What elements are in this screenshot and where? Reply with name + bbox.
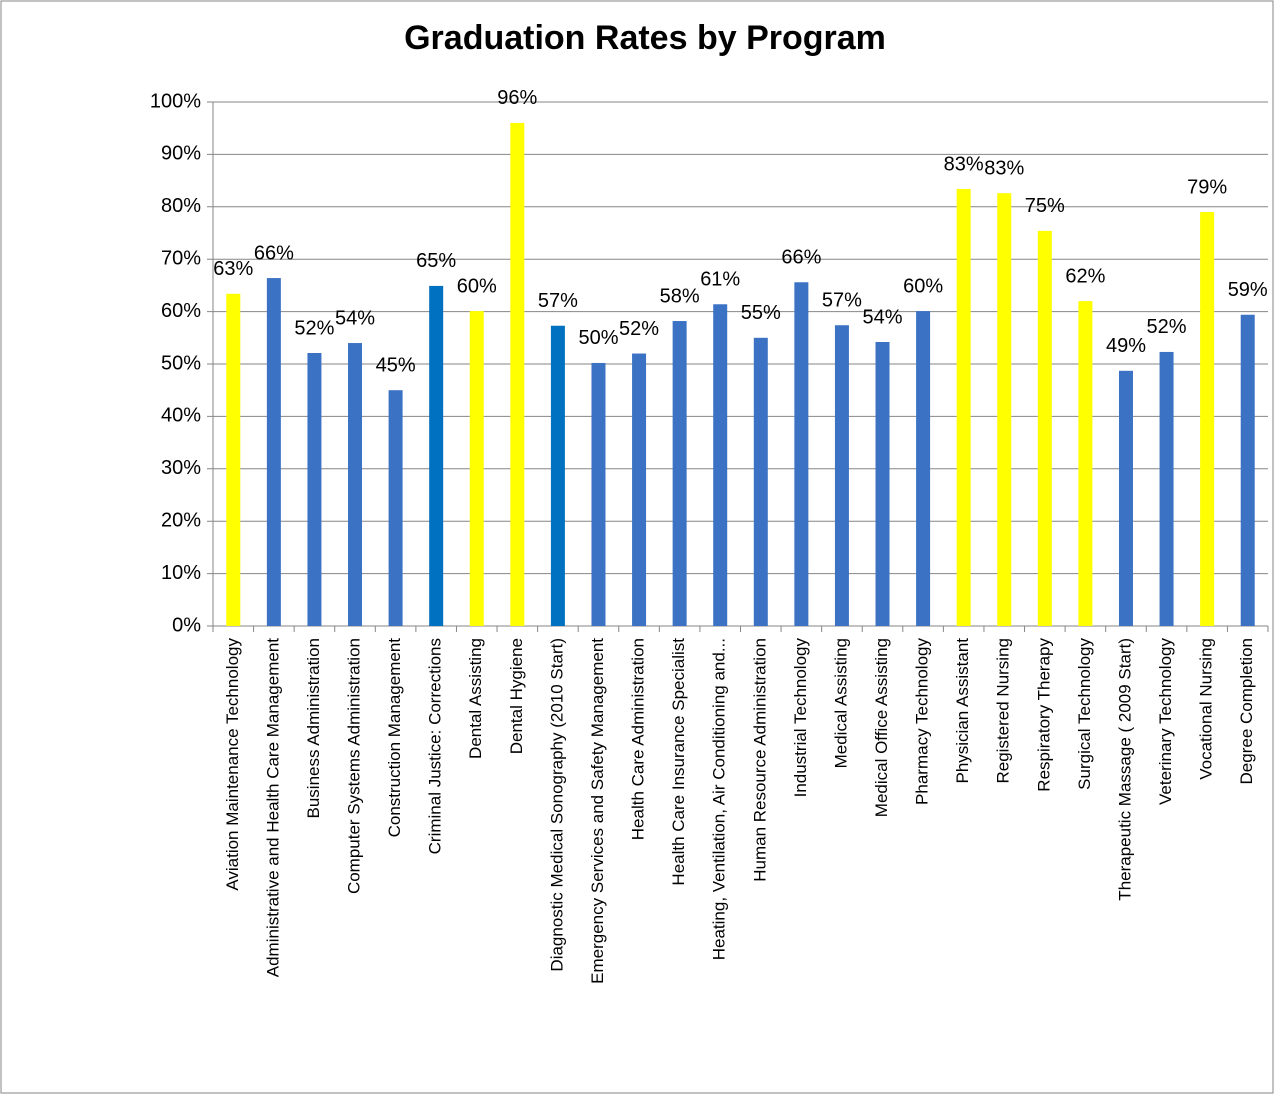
data-label: 45%: [376, 354, 416, 376]
bar: [469, 311, 484, 626]
x-tick-label: Physician Assistant: [953, 638, 972, 784]
data-label: 66%: [781, 247, 821, 269]
bar: [307, 352, 322, 626]
bar: [875, 341, 890, 626]
data-label: 59%: [1228, 279, 1268, 301]
bar: [1037, 230, 1052, 627]
y-tick-label: 40%: [161, 405, 201, 427]
data-label: 63%: [213, 258, 253, 280]
x-tick-label: Dental Hygiene: [507, 638, 526, 754]
data-label: 66%: [254, 242, 294, 264]
data-label: 52%: [1147, 316, 1187, 338]
y-tick-label: 10%: [161, 562, 201, 584]
bar: [1118, 370, 1133, 626]
data-label: 61%: [700, 269, 740, 291]
x-tick-label: Heating, Ventilation, Air Conditioning a…: [710, 638, 729, 960]
data-label: 83%: [984, 157, 1024, 179]
data-label: 62%: [1065, 265, 1105, 287]
data-label: 58%: [660, 285, 700, 307]
data-label: 54%: [335, 307, 375, 329]
x-tick-label: Aviation Maintenance Technology: [223, 638, 242, 891]
y-tick-label: 50%: [161, 352, 201, 374]
y-tick-label: 90%: [161, 143, 201, 165]
x-tick-label: Degree Completion: [1237, 638, 1256, 784]
bar: [794, 282, 809, 626]
bar: [916, 311, 931, 626]
x-tick-label: Therapeutic Massage ( 2009 Start): [1115, 638, 1134, 901]
x-tick-label: Surgical Technology: [1075, 638, 1094, 790]
x-tick-label: Vocational Nursing: [1197, 638, 1216, 780]
y-tick-label: 60%: [161, 300, 201, 322]
bar: [429, 285, 444, 626]
x-tick-label: Business Administration: [304, 638, 323, 818]
bar: [1240, 314, 1255, 626]
data-label: 83%: [944, 153, 984, 175]
data-label: 96%: [497, 87, 537, 109]
bar: [388, 390, 403, 626]
x-tick-label: Construction Management: [385, 638, 404, 838]
x-tick-label: Registered Nursing: [994, 638, 1013, 784]
x-tick-label: Computer Systems Administration: [345, 638, 364, 894]
data-label: 79%: [1187, 176, 1227, 198]
bar: [672, 321, 687, 626]
data-label: 75%: [1025, 195, 1065, 217]
bar: [1200, 212, 1215, 627]
x-tick-label: Human Resource Administration: [750, 638, 769, 882]
bar: [266, 278, 281, 626]
data-label: 50%: [578, 327, 618, 349]
bar: [1078, 301, 1093, 626]
data-label: 57%: [538, 290, 578, 312]
y-tick-label: 100%: [150, 90, 201, 112]
bar: [1159, 351, 1174, 626]
x-tick-label: Administrative and Health Care Managemen…: [263, 638, 282, 978]
x-tick-label: Health Care Insurance Specialist: [669, 638, 688, 886]
x-tick-label: Dental Assisting: [466, 638, 485, 759]
y-tick-label: 80%: [161, 195, 201, 217]
bar: [510, 122, 525, 627]
y-tick-label: 30%: [161, 457, 201, 479]
bar: [550, 325, 565, 626]
bar: [591, 362, 606, 626]
data-label: 52%: [294, 317, 334, 339]
bar: [834, 325, 849, 626]
bar: [348, 343, 363, 626]
bar: [956, 188, 971, 626]
data-label: 60%: [457, 275, 497, 297]
data-label: 52%: [619, 318, 659, 340]
data-label: 60%: [903, 275, 943, 297]
bar: [632, 353, 647, 626]
chart-title: Graduation Rates by Program: [404, 19, 886, 57]
x-tick-label: Criminal Justice: Corrections: [426, 638, 445, 854]
x-tick-label: Diagnostic Medical Sonography (2010 Star…: [547, 638, 566, 972]
bar: [997, 193, 1012, 626]
data-label: 49%: [1106, 335, 1146, 357]
data-label: 55%: [741, 302, 781, 324]
x-tick-label: Veterinary Technology: [1156, 638, 1175, 805]
data-label: 54%: [863, 306, 903, 328]
bar: [753, 337, 768, 626]
x-tick-label: Pharmacy Technology: [913, 638, 932, 805]
x-tick-label: Emergency Services and Safety Management: [588, 638, 607, 984]
x-tick-label: Medical Assisting: [831, 638, 850, 768]
x-tick-label: Medical Office Assisting: [872, 638, 891, 817]
y-tick-label: 0%: [172, 614, 201, 636]
bar: [713, 304, 728, 626]
y-tick-label: 70%: [161, 247, 201, 269]
data-label: 65%: [416, 250, 456, 272]
x-tick-label: Health Care Administration: [629, 638, 648, 840]
y-tick-label: 20%: [161, 509, 201, 531]
x-tick-label: Respiratory Therapy: [1034, 638, 1053, 792]
data-label: 57%: [822, 290, 862, 312]
x-tick-label: Industrial Technology: [791, 638, 810, 798]
bar: [226, 293, 241, 626]
